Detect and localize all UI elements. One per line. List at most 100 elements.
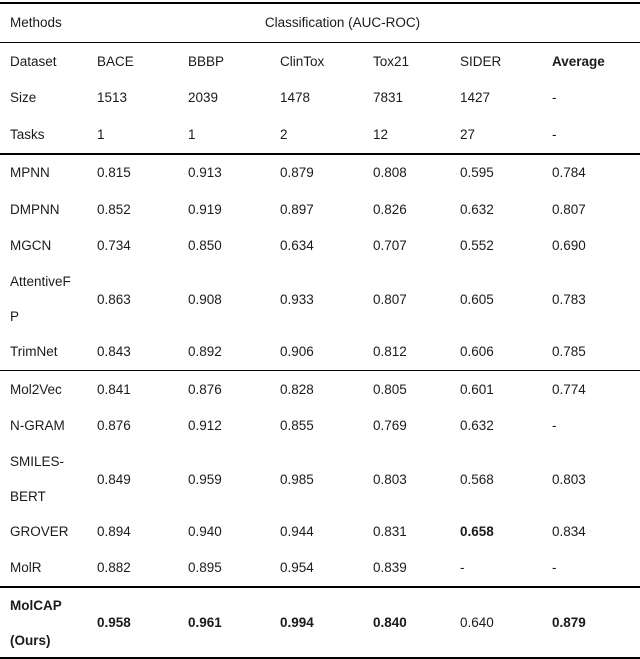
value-cell: 0.595 bbox=[460, 165, 494, 181]
table-row-supervised-graph-models-0: MPNN 0.815 0.913 0.879 0.808 0.595 0.784 bbox=[0, 155, 640, 192]
value-cell: 0.852 bbox=[97, 201, 131, 217]
value-cell: 0.855 bbox=[280, 418, 314, 434]
table-header-row: Methods Classification (AUC-ROC) bbox=[0, 4, 640, 42]
row-label: Size bbox=[10, 90, 37, 106]
value-cell: 0.785 bbox=[552, 343, 586, 359]
value-cell: 0.815 bbox=[97, 165, 131, 181]
value-cell: 0.784 bbox=[552, 165, 586, 181]
table-row-supervised-graph-models-1: DMPNN 0.852 0.919 0.897 0.826 0.632 0.807 bbox=[0, 191, 640, 228]
value-cell: 1427 bbox=[460, 90, 491, 106]
table-body: Dataset BACE BBBP ClinTox Tox21 SIDER Average S… bbox=[0, 43, 640, 659]
row-label: DMPNN bbox=[10, 201, 60, 217]
table-row-pretrained-models-4: MolR 0.882 0.895 0.954 0.839 - - bbox=[0, 550, 640, 587]
value-cell: 0.913 bbox=[188, 165, 222, 181]
value-cell: 0.807 bbox=[552, 201, 586, 217]
value-cell: 0.876 bbox=[97, 418, 131, 434]
value-cell: 0.812 bbox=[373, 343, 407, 359]
value-cell: 0.843 bbox=[97, 343, 131, 359]
header-rule bbox=[0, 41, 640, 43]
row-label: TrimNet bbox=[10, 343, 58, 359]
value-cell: 0.954 bbox=[280, 560, 314, 576]
methods-header: Methods bbox=[10, 15, 62, 31]
table-row-pretrained-models-0: Mol2Vec 0.841 0.876 0.828 0.805 0.601 0.774 bbox=[0, 371, 640, 408]
value-cell: 0.879 bbox=[552, 615, 586, 630]
row-label: SMILES- BERT bbox=[10, 454, 65, 504]
value-cell: 0.834 bbox=[552, 523, 586, 539]
row-label: N-GRAM bbox=[10, 418, 65, 434]
value-cell: 0.734 bbox=[97, 238, 131, 254]
row-label: GROVER bbox=[10, 523, 69, 539]
row-label: AttentiveF P bbox=[10, 274, 71, 324]
table-row-supervised-graph-models-3: AttentiveF P 0.863 0.908 0.933 0.807 0.605 0.78… bbox=[0, 264, 640, 333]
table-row-pretrained-models-3: GROVER 0.894 0.940 0.944 0.831 0.658 0.834 bbox=[0, 513, 640, 550]
value-cell: 1478 bbox=[280, 90, 311, 106]
value-cell: 0.807 bbox=[373, 291, 407, 307]
value-cell: 0.828 bbox=[280, 381, 314, 397]
value-cell: 0.803 bbox=[552, 471, 586, 487]
row-label: MolR bbox=[10, 560, 42, 576]
value-cell: 0.919 bbox=[188, 201, 222, 217]
table-rule bbox=[0, 656, 640, 659]
value-cell: 7831 bbox=[373, 90, 404, 106]
value-cell: 0.912 bbox=[188, 418, 222, 434]
row-label: MPNN bbox=[10, 165, 50, 181]
value-cell: 0.876 bbox=[188, 381, 222, 397]
row-label: Tasks bbox=[10, 126, 45, 142]
value-cell: BACE bbox=[97, 53, 134, 69]
value-cell: 1 bbox=[188, 126, 196, 142]
value-cell: 0.940 bbox=[188, 523, 222, 539]
value-cell: 0.552 bbox=[460, 238, 494, 254]
value-cell: ClinTox bbox=[280, 53, 325, 69]
table-row-ours-0: MolCAP (Ours) 0.958 0.961 0.994 0.840 0.640 0.8… bbox=[0, 588, 640, 657]
value-cell: BBBP bbox=[188, 53, 225, 69]
value-cell: 0.841 bbox=[97, 381, 131, 397]
value-cell: 1513 bbox=[97, 90, 128, 106]
value-cell: 12 bbox=[373, 126, 389, 142]
value-cell: 0.805 bbox=[373, 381, 407, 397]
value-cell: 0.808 bbox=[373, 165, 407, 181]
value-cell: 2039 bbox=[188, 90, 219, 106]
value-cell: 0.634 bbox=[280, 238, 314, 254]
value-cell: 0.892 bbox=[188, 343, 222, 359]
value-cell: 0.783 bbox=[552, 291, 586, 307]
value-cell: 0.897 bbox=[280, 201, 314, 217]
value-cell: - bbox=[552, 90, 557, 106]
table-row-pretrained-models-2: SMILES- BERT 0.849 0.959 0.985 0.803 0.568 0.80… bbox=[0, 444, 640, 513]
value-cell: 0.839 bbox=[373, 560, 407, 576]
value-cell: 0.985 bbox=[280, 471, 314, 487]
value-cell: 2 bbox=[280, 126, 288, 142]
value-cell: 0.863 bbox=[97, 291, 131, 307]
value-cell: 1 bbox=[97, 126, 105, 142]
value-cell: - bbox=[460, 560, 465, 576]
value-cell: 0.961 bbox=[188, 615, 222, 630]
value-cell: 0.933 bbox=[280, 291, 314, 307]
value-cell: 0.774 bbox=[552, 381, 586, 397]
value-cell: Tox21 bbox=[373, 53, 410, 69]
value-cell: 0.640 bbox=[460, 615, 494, 630]
value-cell: 0.994 bbox=[280, 615, 314, 630]
table-rule bbox=[0, 369, 640, 371]
table-row-dataset-info-0: Dataset BACE BBBP ClinTox Tox21 SIDER Average bbox=[0, 43, 640, 80]
value-cell: 0.944 bbox=[280, 523, 314, 539]
value-cell: SIDER bbox=[460, 53, 502, 69]
value-cell: 0.882 bbox=[97, 560, 131, 576]
table-row-supervised-graph-models-2: MGCN 0.734 0.850 0.634 0.707 0.552 0.690 bbox=[0, 228, 640, 265]
value-cell: 0.849 bbox=[97, 471, 131, 487]
classification-header: Classification (AUC-ROC) bbox=[264, 15, 421, 31]
row-label: Mol2Vec bbox=[10, 381, 62, 397]
value-cell: - bbox=[552, 418, 557, 434]
value-cell: 0.826 bbox=[373, 201, 407, 217]
value-cell: 0.707 bbox=[373, 238, 407, 254]
value-cell: 27 bbox=[460, 126, 476, 142]
table-row-dataset-info-1: Size 1513 2039 1478 7831 1427 - bbox=[0, 80, 640, 117]
table-top-rule bbox=[0, 2, 640, 4]
value-cell: 0.632 bbox=[460, 418, 494, 434]
row-label: MGCN bbox=[10, 238, 52, 254]
table-rule bbox=[0, 586, 640, 588]
value-cell: 0.959 bbox=[188, 471, 222, 487]
value-cell: 0.632 bbox=[460, 201, 494, 217]
value-cell: 0.895 bbox=[188, 560, 222, 576]
row-label: MolCAP (Ours) bbox=[10, 597, 62, 648]
table-row-pretrained-models-1: N-GRAM 0.876 0.912 0.855 0.769 0.632 - bbox=[0, 408, 640, 445]
table-rule bbox=[0, 152, 640, 155]
